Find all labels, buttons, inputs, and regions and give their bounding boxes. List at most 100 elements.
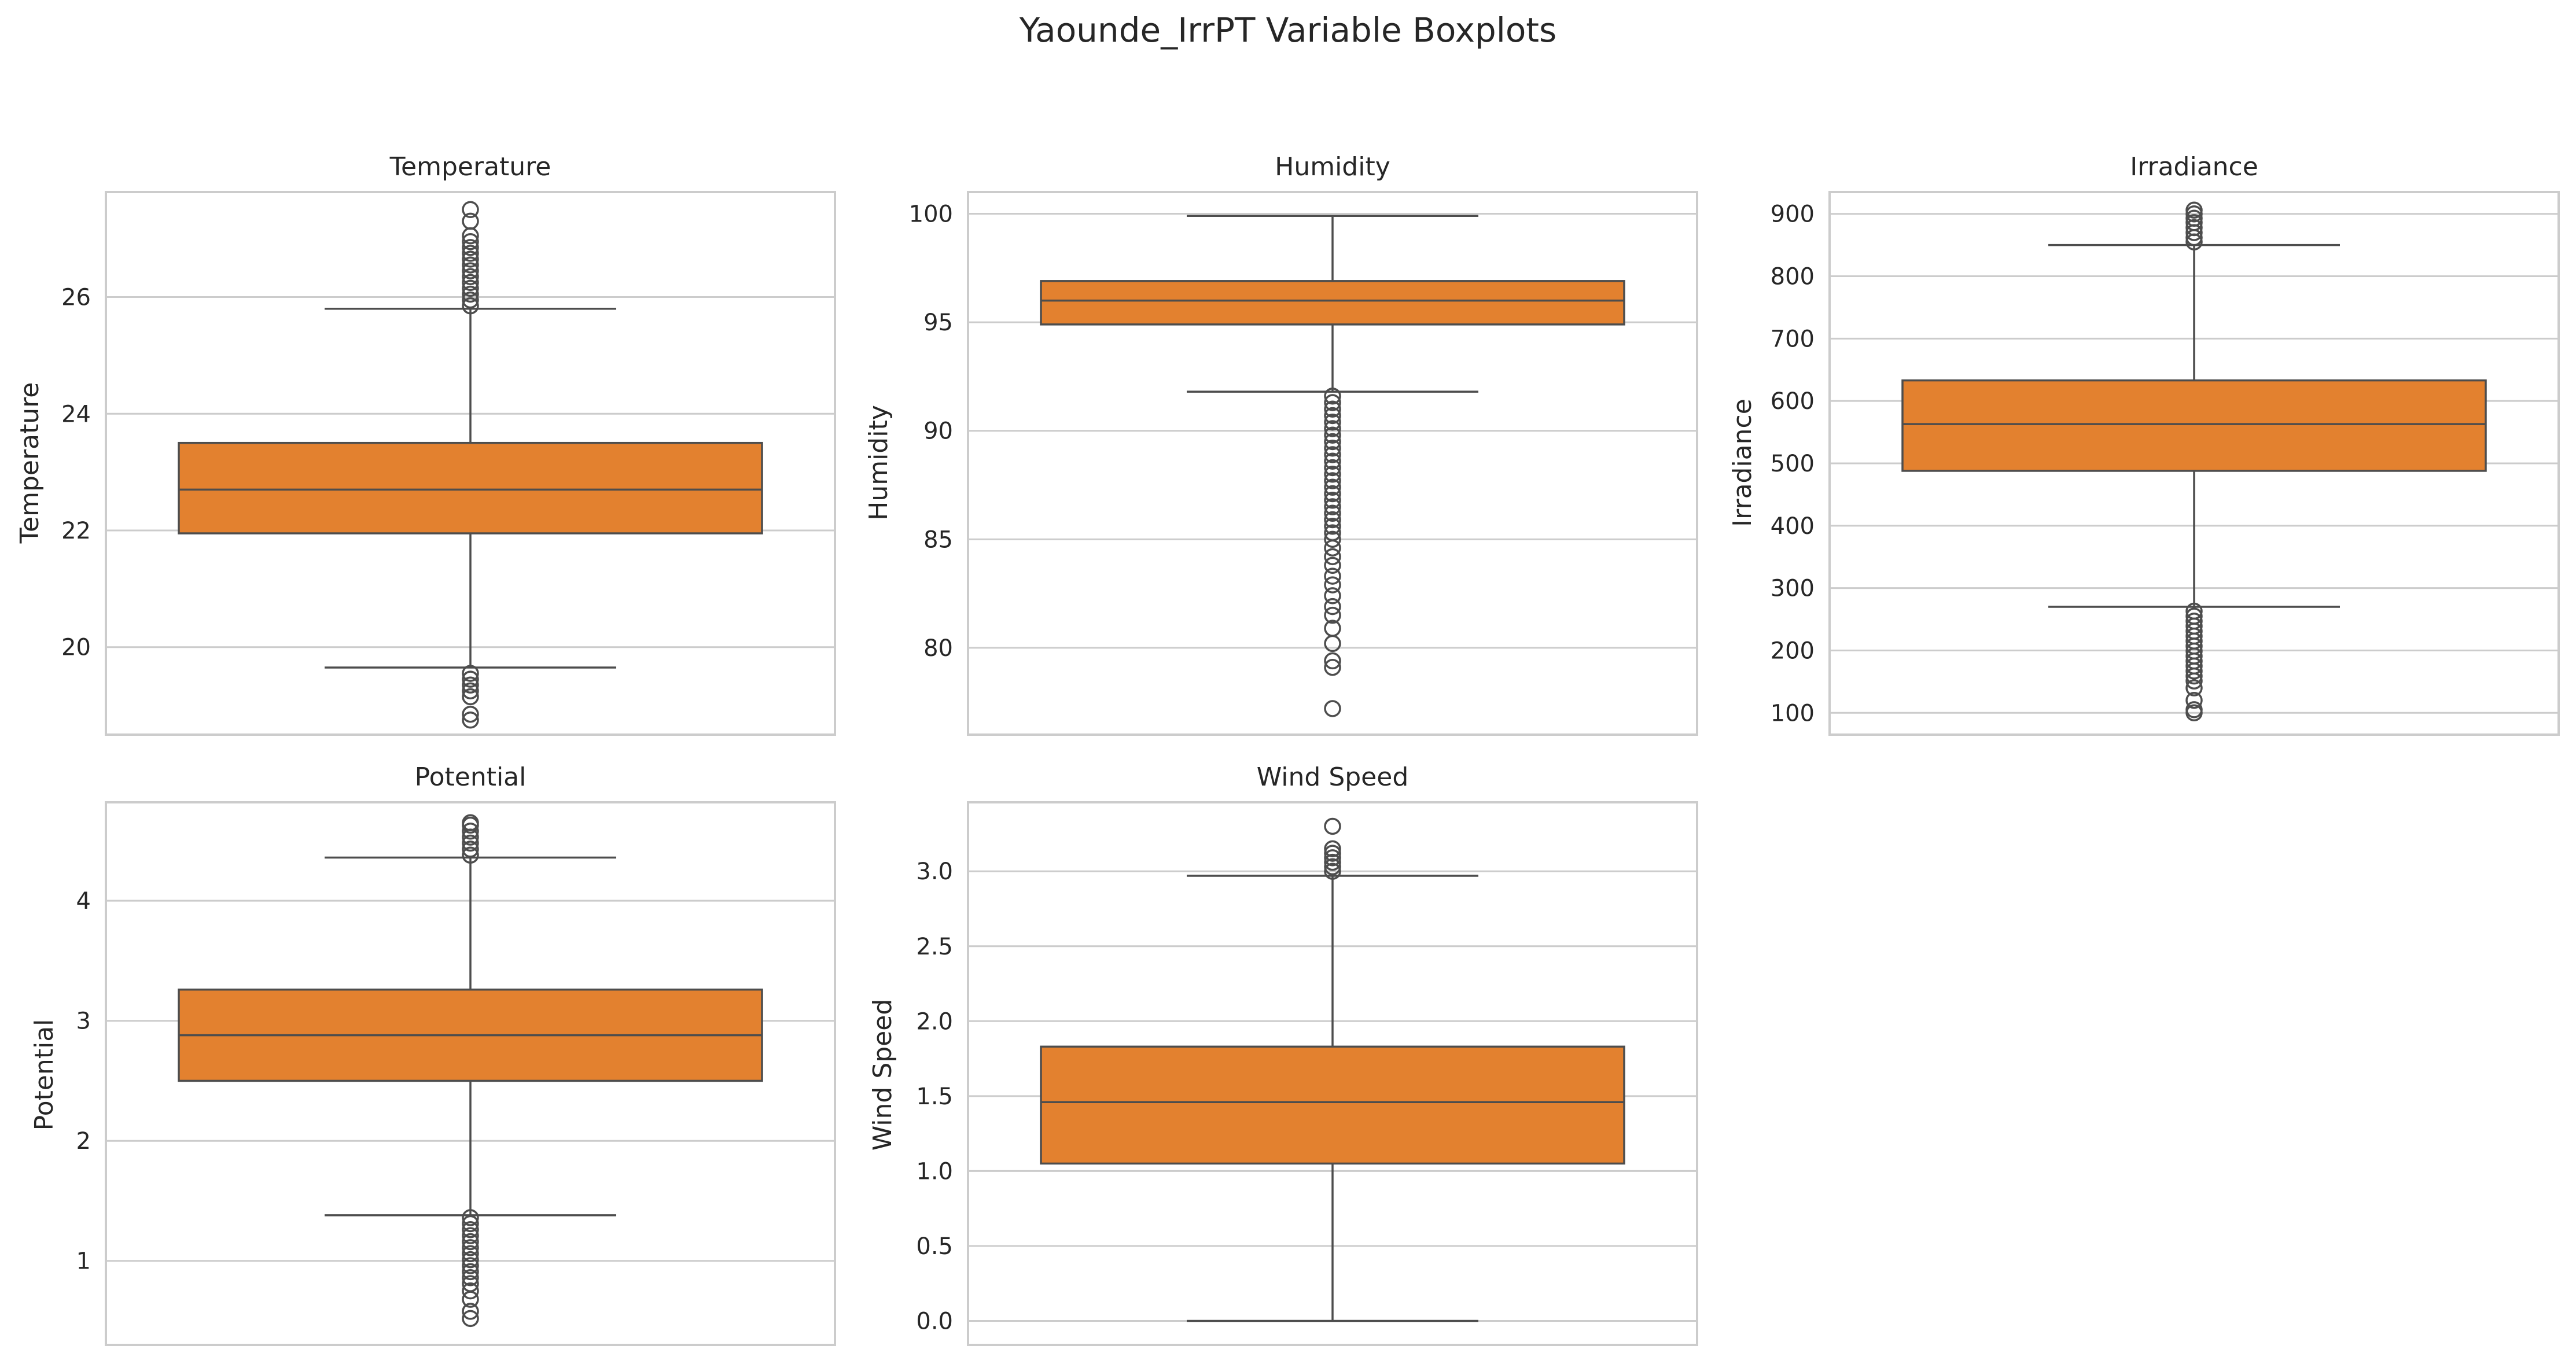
outlier-point: [1324, 426, 1341, 444]
outlier-point: [462, 1251, 479, 1269]
outlier-point: [462, 665, 479, 682]
outlier-point: [462, 682, 479, 700]
outlier-point: [1324, 567, 1341, 585]
outlier-point: [2185, 691, 2203, 709]
y-tick-label: 95: [923, 309, 953, 336]
outlier-point: [462, 291, 479, 309]
outlier-point: [462, 823, 479, 840]
iqr-box: [1040, 1045, 1625, 1165]
outlier-point: [462, 285, 479, 303]
panel-title: Irradiance: [2130, 152, 2258, 182]
outlier-point: [1324, 700, 1341, 717]
outlier-point: [1324, 439, 1341, 457]
y-tick-label: 600: [1771, 388, 1815, 415]
outlier-point: [1324, 853, 1341, 871]
y-tick-label: 0.0: [916, 1308, 953, 1335]
outlier-point: [1324, 845, 1341, 862]
panel-wind-speed: Wind Speed Wind Speed 0.0 0.5 1.0 1.5 2.0 2.5…: [868, 762, 1698, 1346]
outlier-point: [462, 268, 479, 285]
outlier-point: [462, 1291, 479, 1308]
outlier-point: [1324, 498, 1341, 515]
outlier-point: [1324, 452, 1341, 470]
panel-humidity: Humidity Humidity 80 85 90 95 100: [864, 152, 1698, 736]
outlier-point: [1324, 598, 1341, 615]
plot-frame: [967, 191, 1698, 736]
outlier-point: [462, 1245, 479, 1263]
plot-frame: [967, 801, 1698, 1346]
outlier-point: [462, 1257, 479, 1274]
y-tick-label: 0.5: [916, 1233, 953, 1260]
y-tick-label: 85: [923, 526, 953, 553]
y-tick-label: 2.0: [916, 1008, 953, 1035]
outlier-point: [462, 840, 479, 858]
outlier-point: [1324, 472, 1341, 489]
panel-title: Humidity: [1275, 152, 1390, 182]
outlier-point: [462, 212, 479, 230]
y-tick-label: 1.0: [916, 1158, 953, 1185]
outlier-point: [1324, 485, 1341, 503]
y-tick-label: 2.5: [916, 934, 953, 960]
outlier-point: [1324, 606, 1341, 624]
outlier-point: [2185, 672, 2203, 690]
outlier-point: [462, 834, 479, 852]
outlier-point: [462, 688, 479, 706]
outlier-point: [1324, 858, 1341, 876]
outlier-point: [462, 705, 479, 723]
y-tick-label: 20: [61, 635, 91, 661]
outlier-point: [2185, 209, 2203, 227]
outlier-point: [1324, 556, 1341, 574]
outlier-point: [1324, 478, 1341, 496]
outlier-point: [1324, 530, 1341, 548]
outlier-point: [1324, 387, 1341, 405]
outlier-point: [462, 297, 479, 315]
y-tick-label: 700: [1771, 326, 1815, 352]
outlier-point: [2185, 667, 2203, 685]
y-tick-label: 100: [909, 201, 953, 228]
outlier-point: [462, 239, 479, 256]
y-tick-label: 1.5: [916, 1083, 953, 1110]
panel-irradiance: Irradiance Irradiance 100 200 300 400 500 600…: [1728, 152, 2560, 736]
outlier-point: [1324, 394, 1341, 411]
y-axis-label: Wind Speed: [868, 999, 897, 1151]
outlier-point: [1324, 635, 1341, 652]
y-tick-label: 80: [923, 635, 953, 662]
outlier-point: [1324, 862, 1341, 880]
iqr-box: [178, 441, 763, 534]
iqr-box: [1901, 379, 2487, 472]
outlier-point: [1324, 652, 1341, 670]
outlier-point: [462, 1209, 479, 1226]
outlier-point: [462, 1282, 479, 1300]
y-tick-label: 800: [1771, 264, 1815, 290]
outlier-point: [1324, 849, 1341, 867]
outlier-point: [1324, 518, 1341, 535]
panel-title: Potential: [415, 762, 527, 792]
outlier-point: [462, 274, 479, 292]
y-tick-label: 200: [1771, 637, 1815, 664]
outlier-point: [462, 846, 479, 864]
outlier-point: [462, 1233, 479, 1251]
outlier-point: [462, 676, 479, 694]
y-tick-label: 300: [1771, 576, 1815, 602]
outlier-point: [462, 233, 479, 250]
outlier-point: [462, 1269, 479, 1286]
y-tick-label: 100: [1771, 700, 1815, 727]
outlier-point: [1324, 466, 1341, 483]
outlier-point: [1324, 817, 1341, 835]
outlier-point: [462, 712, 479, 729]
y-axis-label: Temperature: [15, 382, 45, 544]
panel-title: Wind Speed: [1257, 762, 1409, 792]
panel-temperature: Temperature Temperature 20 22 24 26: [15, 152, 836, 736]
plot-frame: [105, 801, 836, 1346]
outlier-point: [1324, 407, 1341, 425]
outlier-point: [2185, 704, 2203, 722]
outlier-point: [462, 670, 479, 688]
y-tick-label: 22: [61, 518, 91, 544]
outlier-point: [1324, 433, 1341, 451]
outlier-point: [462, 1239, 479, 1256]
outlier-point: [462, 1227, 479, 1244]
y-tick-label: 26: [61, 285, 91, 311]
panel-title: Temperature: [389, 152, 551, 182]
outlier-point: [462, 256, 479, 274]
outlier-point: [1324, 420, 1341, 437]
